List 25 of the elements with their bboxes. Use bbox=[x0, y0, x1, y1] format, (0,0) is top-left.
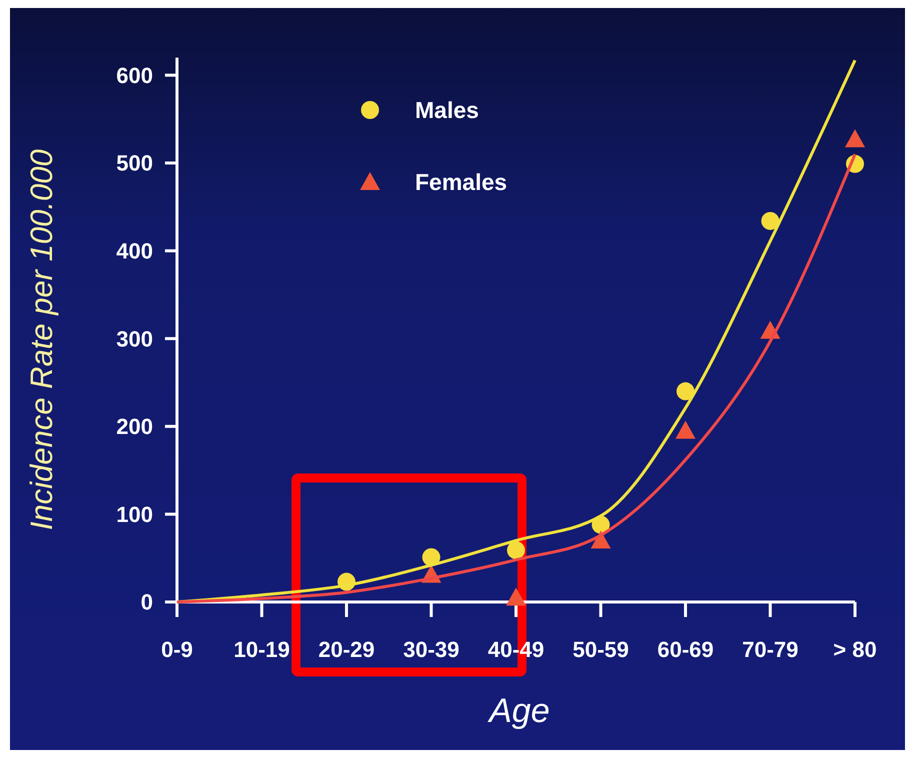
x-tick-label: 0-9 bbox=[161, 637, 193, 662]
point bbox=[507, 541, 525, 560]
point bbox=[506, 588, 526, 606]
y-tick-label: 400 bbox=[116, 238, 153, 264]
y-tick-label: 300 bbox=[116, 326, 153, 352]
x-tick-label: 20-29 bbox=[318, 637, 375, 662]
x-tick-label: 30-39 bbox=[403, 637, 460, 662]
point bbox=[676, 420, 696, 439]
y-axis-title: Incidence Rate per 100.000 bbox=[24, 149, 59, 530]
point bbox=[845, 129, 865, 148]
legend-label: Males bbox=[415, 97, 479, 124]
point bbox=[676, 382, 694, 400]
x-tick-label: > 80 bbox=[833, 637, 877, 662]
x-tick-label: 10-19 bbox=[234, 637, 290, 662]
x-tick-label: 60-69 bbox=[657, 637, 714, 662]
y-tick-label: 600 bbox=[116, 62, 153, 88]
x-tick-label: 70-79 bbox=[742, 637, 798, 662]
legend-label: Females bbox=[415, 169, 508, 196]
y-tick-label: 500 bbox=[116, 150, 153, 176]
y-tick-label: 200 bbox=[116, 414, 153, 440]
x-axis-title: Age bbox=[487, 692, 550, 730]
y-tick-label: 0 bbox=[140, 590, 153, 615]
point bbox=[761, 212, 780, 230]
x-tick-label: 50-59 bbox=[572, 637, 629, 662]
y-tick-label: 100 bbox=[116, 502, 153, 527]
